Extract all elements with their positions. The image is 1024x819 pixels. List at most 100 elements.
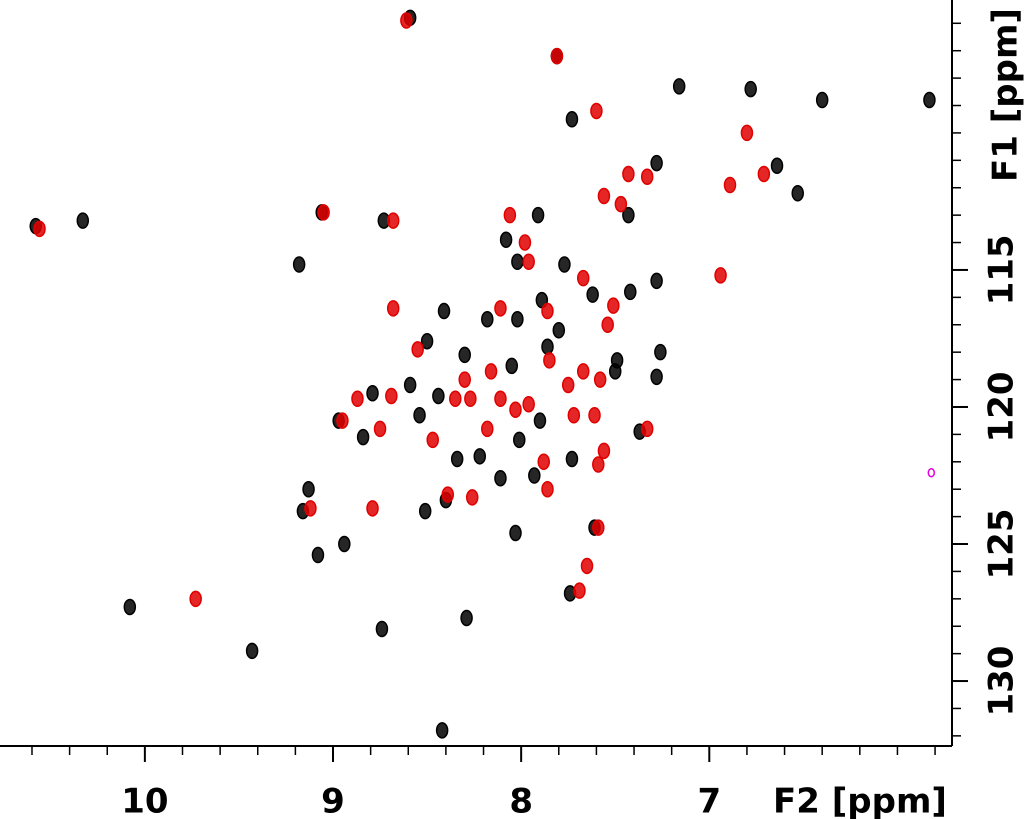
peak <box>541 302 554 320</box>
peak <box>311 546 325 564</box>
peak <box>403 376 417 394</box>
peak <box>458 346 471 364</box>
peak <box>473 448 487 465</box>
peak <box>432 387 445 405</box>
peak <box>580 557 594 575</box>
peak <box>607 297 620 314</box>
peak <box>400 12 413 29</box>
peak <box>723 176 737 194</box>
peak <box>528 467 541 484</box>
peak <box>441 486 455 503</box>
peak <box>373 420 387 438</box>
peak <box>714 267 727 284</box>
peak <box>593 371 607 388</box>
peak <box>650 272 663 290</box>
peak <box>481 420 494 438</box>
x-tick-label: 8 <box>509 782 533 819</box>
peak <box>757 165 771 183</box>
peak <box>76 212 90 229</box>
peak <box>338 535 351 553</box>
peak <box>420 332 434 350</box>
peak <box>672 78 686 95</box>
peak <box>513 431 526 449</box>
peak <box>770 157 784 175</box>
peak <box>386 212 400 229</box>
peak <box>465 489 479 506</box>
peak <box>494 300 507 317</box>
peak <box>449 390 462 408</box>
peak <box>522 253 535 270</box>
peak <box>597 187 611 205</box>
peak <box>450 450 464 468</box>
peak <box>543 352 556 369</box>
peak <box>601 316 614 334</box>
peak <box>494 469 507 487</box>
peak <box>481 311 494 328</box>
peak <box>304 500 317 517</box>
x-axis-label: F2 [ppm] <box>773 782 947 819</box>
peak <box>511 253 524 270</box>
x-tick-label: 7 <box>697 782 721 819</box>
peak <box>552 321 566 339</box>
peak <box>518 234 532 251</box>
peak <box>624 283 637 301</box>
peak <box>640 168 654 186</box>
peak <box>509 524 522 542</box>
peak <box>537 453 550 471</box>
peak <box>558 256 571 273</box>
peak <box>541 338 554 355</box>
peak <box>464 390 477 408</box>
peak <box>522 395 535 413</box>
peak <box>366 500 379 517</box>
peak <box>791 184 804 202</box>
peak <box>435 722 449 739</box>
peak <box>740 124 754 142</box>
peak <box>654 343 667 361</box>
peak <box>123 598 137 616</box>
y-tick-label: 120 <box>982 371 1022 442</box>
peak <box>437 302 451 320</box>
peak <box>561 376 575 394</box>
peak <box>550 47 564 65</box>
peak <box>531 206 545 224</box>
peak <box>458 371 471 388</box>
peak <box>586 286 599 303</box>
peak <box>650 154 663 172</box>
peaks <box>29 9 936 739</box>
peak <box>744 80 757 98</box>
peak <box>650 368 663 386</box>
peak <box>356 428 370 446</box>
peak <box>590 102 603 120</box>
peak <box>592 519 605 536</box>
peak <box>484 363 498 380</box>
peak <box>413 406 426 424</box>
peak <box>622 165 635 183</box>
peak <box>815 91 829 109</box>
y-tick-label: 125 <box>982 509 1022 580</box>
peak <box>499 231 513 249</box>
peak <box>597 442 611 460</box>
peak <box>622 206 635 224</box>
peak <box>565 450 579 468</box>
y-tick-label: 115 <box>982 234 1022 305</box>
peak <box>292 256 306 273</box>
peak <box>33 220 46 238</box>
peak <box>592 456 605 473</box>
peak <box>418 502 432 520</box>
peak <box>302 480 315 498</box>
peak <box>533 412 547 429</box>
peak <box>336 412 349 429</box>
peak <box>494 390 507 408</box>
x-tick-label: 9 <box>321 782 345 819</box>
peak <box>426 431 439 449</box>
peak <box>588 406 601 424</box>
peak <box>245 642 259 660</box>
peak <box>927 468 936 478</box>
peak <box>385 387 398 405</box>
peak <box>511 311 524 328</box>
peak <box>576 269 590 287</box>
peak <box>386 300 400 317</box>
x-tick-label: 10 <box>121 782 168 819</box>
y-tick-label: 130 <box>982 646 1022 717</box>
